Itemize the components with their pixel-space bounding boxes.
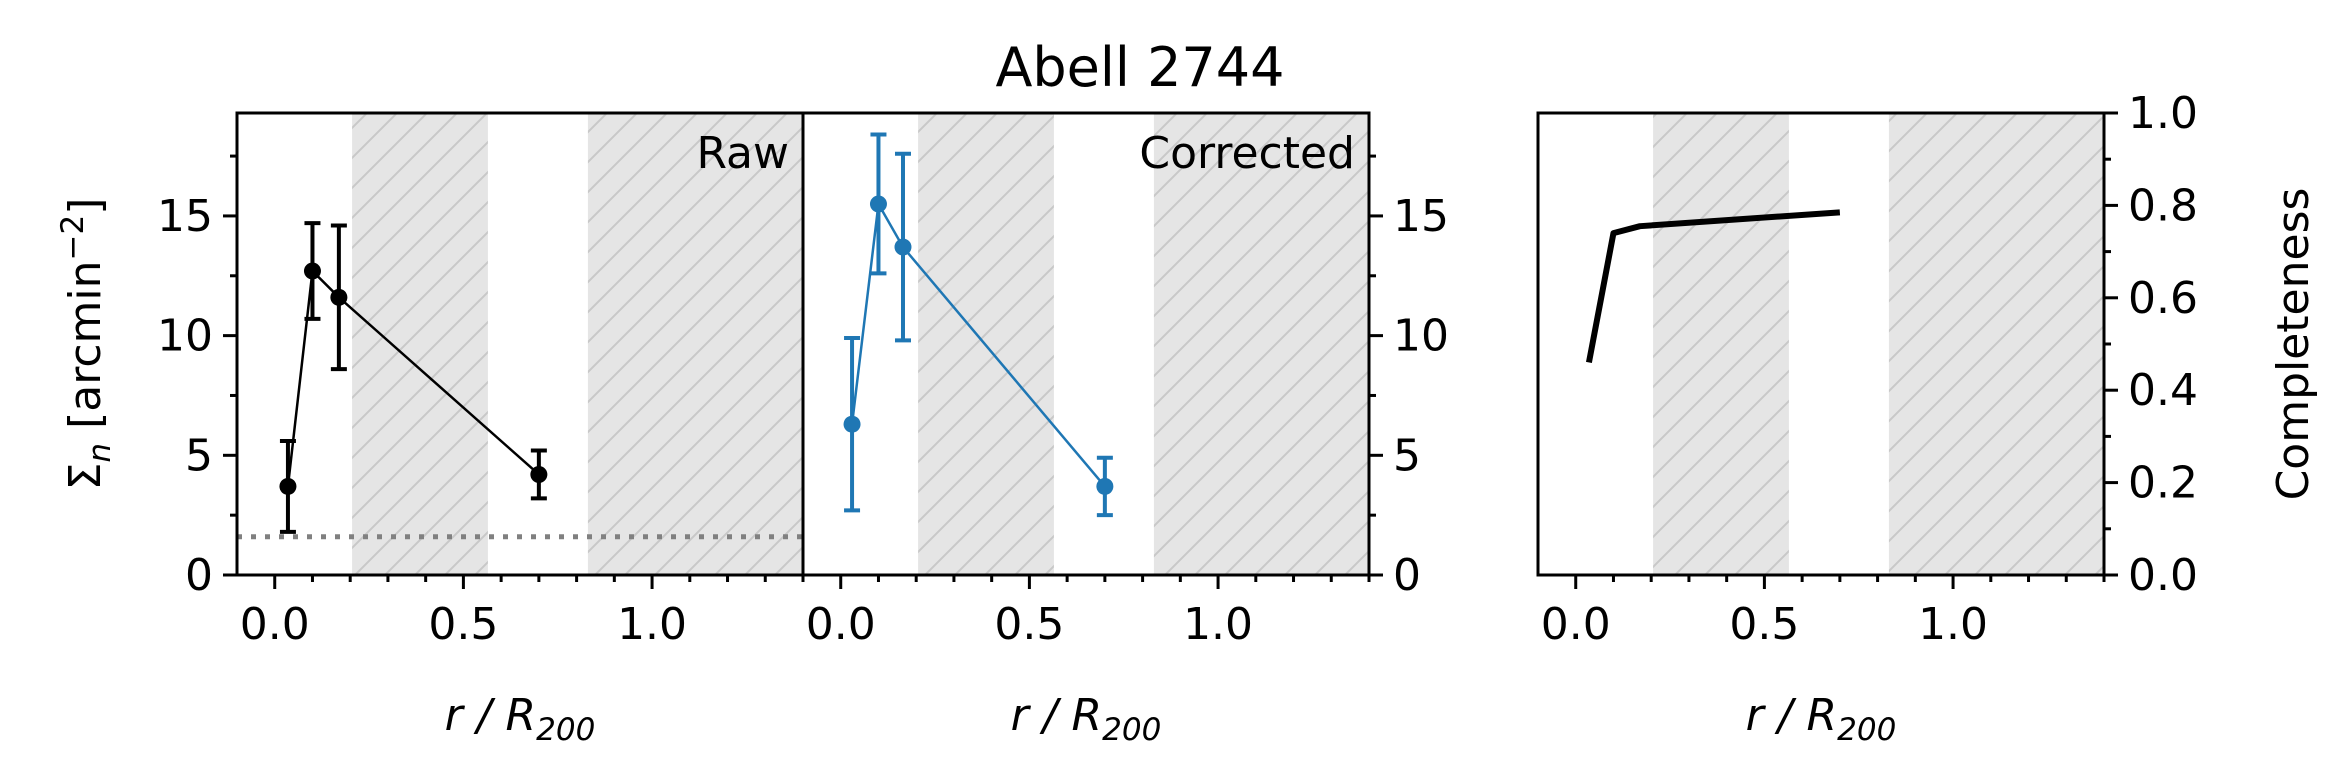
- y-axis-label-unit: [arcmin: [60, 261, 111, 443]
- data-point: [279, 477, 297, 495]
- data-point: [1096, 477, 1114, 495]
- data-point: [530, 465, 548, 483]
- x-tick-label: 0.5: [994, 599, 1064, 650]
- y-axis-label-sigma: Σ: [60, 463, 111, 491]
- x-axis-label-main: r / R: [1746, 690, 1837, 741]
- y-axis-label: Σn [arcmin−2]: [55, 198, 118, 491]
- axes-frame: [801, 111, 1371, 577]
- x-axis-label-main: r / R: [1011, 690, 1102, 741]
- shaded-region: [587, 113, 803, 575]
- y-tick-label: 15: [157, 191, 213, 242]
- x-axis-label-sub: 200: [1102, 712, 1161, 748]
- panel-label: Raw: [696, 128, 789, 179]
- x-tick-label: 1.0: [1183, 599, 1253, 650]
- x-tick-label: 0.0: [806, 599, 876, 650]
- y-tick-label: 0.0: [2128, 550, 2198, 601]
- x-tick-label: 1.0: [1918, 599, 1988, 650]
- y-tick-label: 0: [185, 550, 213, 601]
- y-axis-label-sup: −2: [55, 215, 91, 261]
- panel-completeness: 0.0 0.5 1.0 0.0 0.2 0.4 0.6 0.8 1.0 r / R200 Compl…: [1536, 88, 2319, 748]
- y-axis-label: Completeness: [2268, 188, 2319, 501]
- y-tick-label: 0.2: [2128, 458, 2198, 509]
- panel-corrected: 0.0 0.5 1.0 0 5 10 15 r / R200 Corrected: [801, 111, 1449, 748]
- series-line: [286, 269, 540, 487]
- x-axis-label-sub: 200: [536, 712, 595, 748]
- chart-title: Abell 2744: [995, 36, 1284, 99]
- y-tick-label: 1.0: [2128, 88, 2198, 139]
- x-axis-label: r / R200: [445, 690, 596, 748]
- y-tick-label: 10: [157, 311, 213, 362]
- y-tick-label: 15: [1393, 191, 1449, 242]
- shaded-region: [352, 113, 488, 575]
- x-axis-label-main: r / R: [445, 690, 536, 741]
- series-line: [850, 202, 1106, 488]
- x-axis-label-sub: 200: [1837, 712, 1896, 748]
- data-point: [303, 262, 321, 280]
- shaded-region: [1888, 113, 2104, 575]
- series-line: [1585, 209, 1841, 364]
- shaded-region: [1653, 113, 1789, 575]
- data-point: [869, 195, 887, 213]
- y-tick-label: 5: [185, 430, 213, 481]
- x-axis-label: r / R200: [1011, 690, 1162, 748]
- y-tick-label: 0.6: [2128, 273, 2198, 324]
- x-axis-label: r / R200: [1746, 690, 1897, 748]
- data-point: [843, 415, 861, 433]
- y-tick-label: 0.8: [2128, 180, 2198, 231]
- y-tick-label: 0: [1393, 550, 1421, 601]
- data-point: [894, 238, 912, 256]
- panel-raw: 0.0 0.5 1.0 0 5 10 15 r / R200 Raw Σn [arcmin−2]: [55, 111, 805, 748]
- x-tick-label: 0.0: [240, 599, 310, 650]
- y-tick-label: 0.4: [2128, 365, 2198, 416]
- x-tick-label: 0.5: [1729, 599, 1799, 650]
- y-axis-label-close: ]: [60, 198, 111, 215]
- x-tick-label: 0.5: [428, 599, 498, 650]
- panel-label: Corrected: [1139, 128, 1355, 179]
- data-point: [330, 288, 348, 306]
- y-tick-label: 10: [1393, 311, 1449, 362]
- x-tick-label: 0.0: [1541, 599, 1611, 650]
- shaded-region: [1153, 113, 1369, 575]
- x-tick-label: 1.0: [617, 599, 687, 650]
- y-axis-label-sub: n: [82, 443, 118, 463]
- y-tick-label: 5: [1393, 430, 1421, 481]
